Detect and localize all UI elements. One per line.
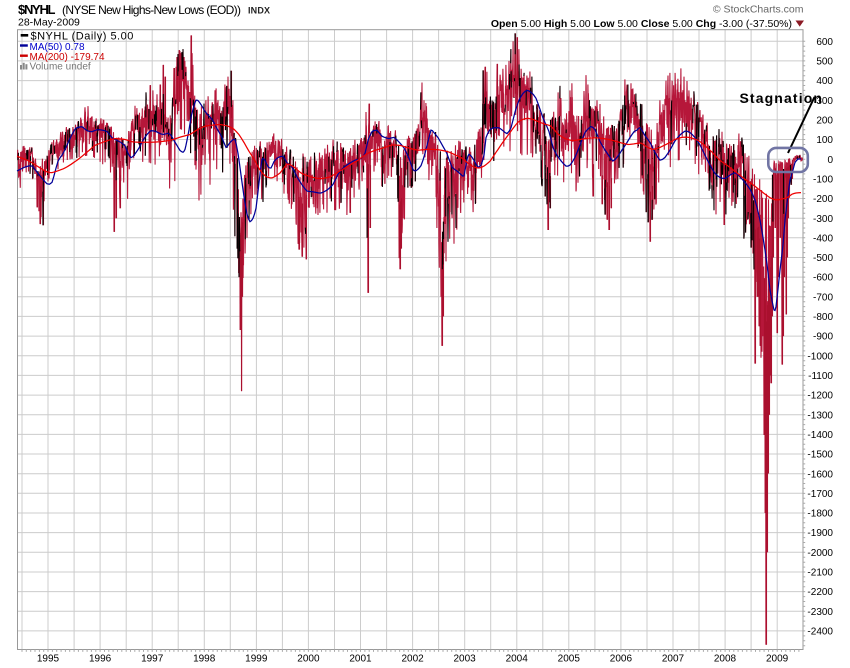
- svg-text:$NYHL: $NYHL: [18, 2, 56, 17]
- svg-text:1998: 1998: [193, 654, 216, 665]
- svg-text:-100: -100: [813, 175, 833, 186]
- svg-text:2004: 2004: [506, 654, 529, 665]
- svg-text:300: 300: [816, 96, 833, 107]
- svg-text:200: 200: [816, 116, 833, 127]
- svg-text:-2200: -2200: [807, 587, 833, 598]
- svg-text:1997: 1997: [141, 654, 164, 665]
- svg-text:-700: -700: [813, 292, 833, 303]
- svg-text:MA(200) -179.74: MA(200) -179.74: [30, 52, 105, 63]
- svg-text:Open 5.00 High 5.00 Low 5.00: Open 5.00 High 5.00 Low 5.00 Close 5.00 …: [491, 18, 792, 30]
- svg-text:-900: -900: [813, 332, 833, 343]
- svg-text:-1200: -1200: [807, 391, 833, 402]
- svg-text:100: 100: [816, 135, 833, 146]
- svg-text:-1100: -1100: [808, 371, 833, 382]
- svg-text:2008: 2008: [714, 654, 737, 665]
- svg-text:-1400: -1400: [807, 430, 833, 441]
- svg-text:-1600: -1600: [807, 469, 833, 480]
- svg-text:-1300: -1300: [807, 410, 833, 421]
- svg-text:-1500: -1500: [807, 450, 833, 461]
- svg-text:0: 0: [827, 155, 833, 166]
- svg-text:2003: 2003: [453, 654, 476, 665]
- svg-text:-1800: -1800: [807, 509, 833, 520]
- svg-text:-1900: -1900: [807, 528, 833, 539]
- svg-text:© StockCharts.com: © StockCharts.com: [713, 4, 804, 16]
- svg-text:$NYHL (Daily) 5.00: $NYHL (Daily) 5.00: [31, 31, 134, 43]
- svg-text:(NYSE New Highs-New Lows (EOD): (NYSE New Highs-New Lows (EOD)): [62, 3, 241, 17]
- svg-text:-200: -200: [813, 194, 833, 205]
- svg-text:-2000: -2000: [807, 548, 833, 559]
- svg-text:-1700: -1700: [807, 489, 833, 500]
- svg-text:2002: 2002: [401, 654, 424, 665]
- svg-text:1996: 1996: [89, 654, 112, 665]
- svg-text:1999: 1999: [245, 654, 268, 665]
- svg-text:400: 400: [816, 76, 833, 87]
- svg-text:2001: 2001: [349, 654, 372, 665]
- svg-text:INDX: INDX: [248, 6, 270, 16]
- svg-text:1995: 1995: [37, 654, 60, 665]
- svg-text:-2300: -2300: [807, 607, 833, 618]
- svg-text:-400: -400: [813, 233, 833, 244]
- svg-text:MA(50) 0.78: MA(50) 0.78: [30, 42, 85, 53]
- svg-text:-300: -300: [813, 214, 833, 225]
- svg-text:-500: -500: [813, 253, 833, 264]
- svg-text:-2100: -2100: [807, 568, 833, 579]
- svg-text:28-May-2009: 28-May-2009: [18, 17, 80, 29]
- svg-text:2000: 2000: [297, 654, 320, 665]
- svg-text:Volume undef: Volume undef: [30, 62, 91, 73]
- svg-text:-800: -800: [813, 312, 833, 323]
- svg-text:-600: -600: [813, 273, 833, 284]
- svg-text:2009: 2009: [766, 654, 789, 665]
- svg-text:2006: 2006: [610, 654, 633, 665]
- svg-text:600: 600: [816, 37, 833, 48]
- svg-text:-2400: -2400: [807, 627, 833, 638]
- svg-text:2007: 2007: [662, 654, 685, 665]
- svg-text:2005: 2005: [558, 654, 581, 665]
- svg-text:Stagnation: Stagnation: [739, 90, 822, 106]
- svg-text:-1000: -1000: [807, 351, 833, 362]
- svg-text:500: 500: [816, 57, 833, 68]
